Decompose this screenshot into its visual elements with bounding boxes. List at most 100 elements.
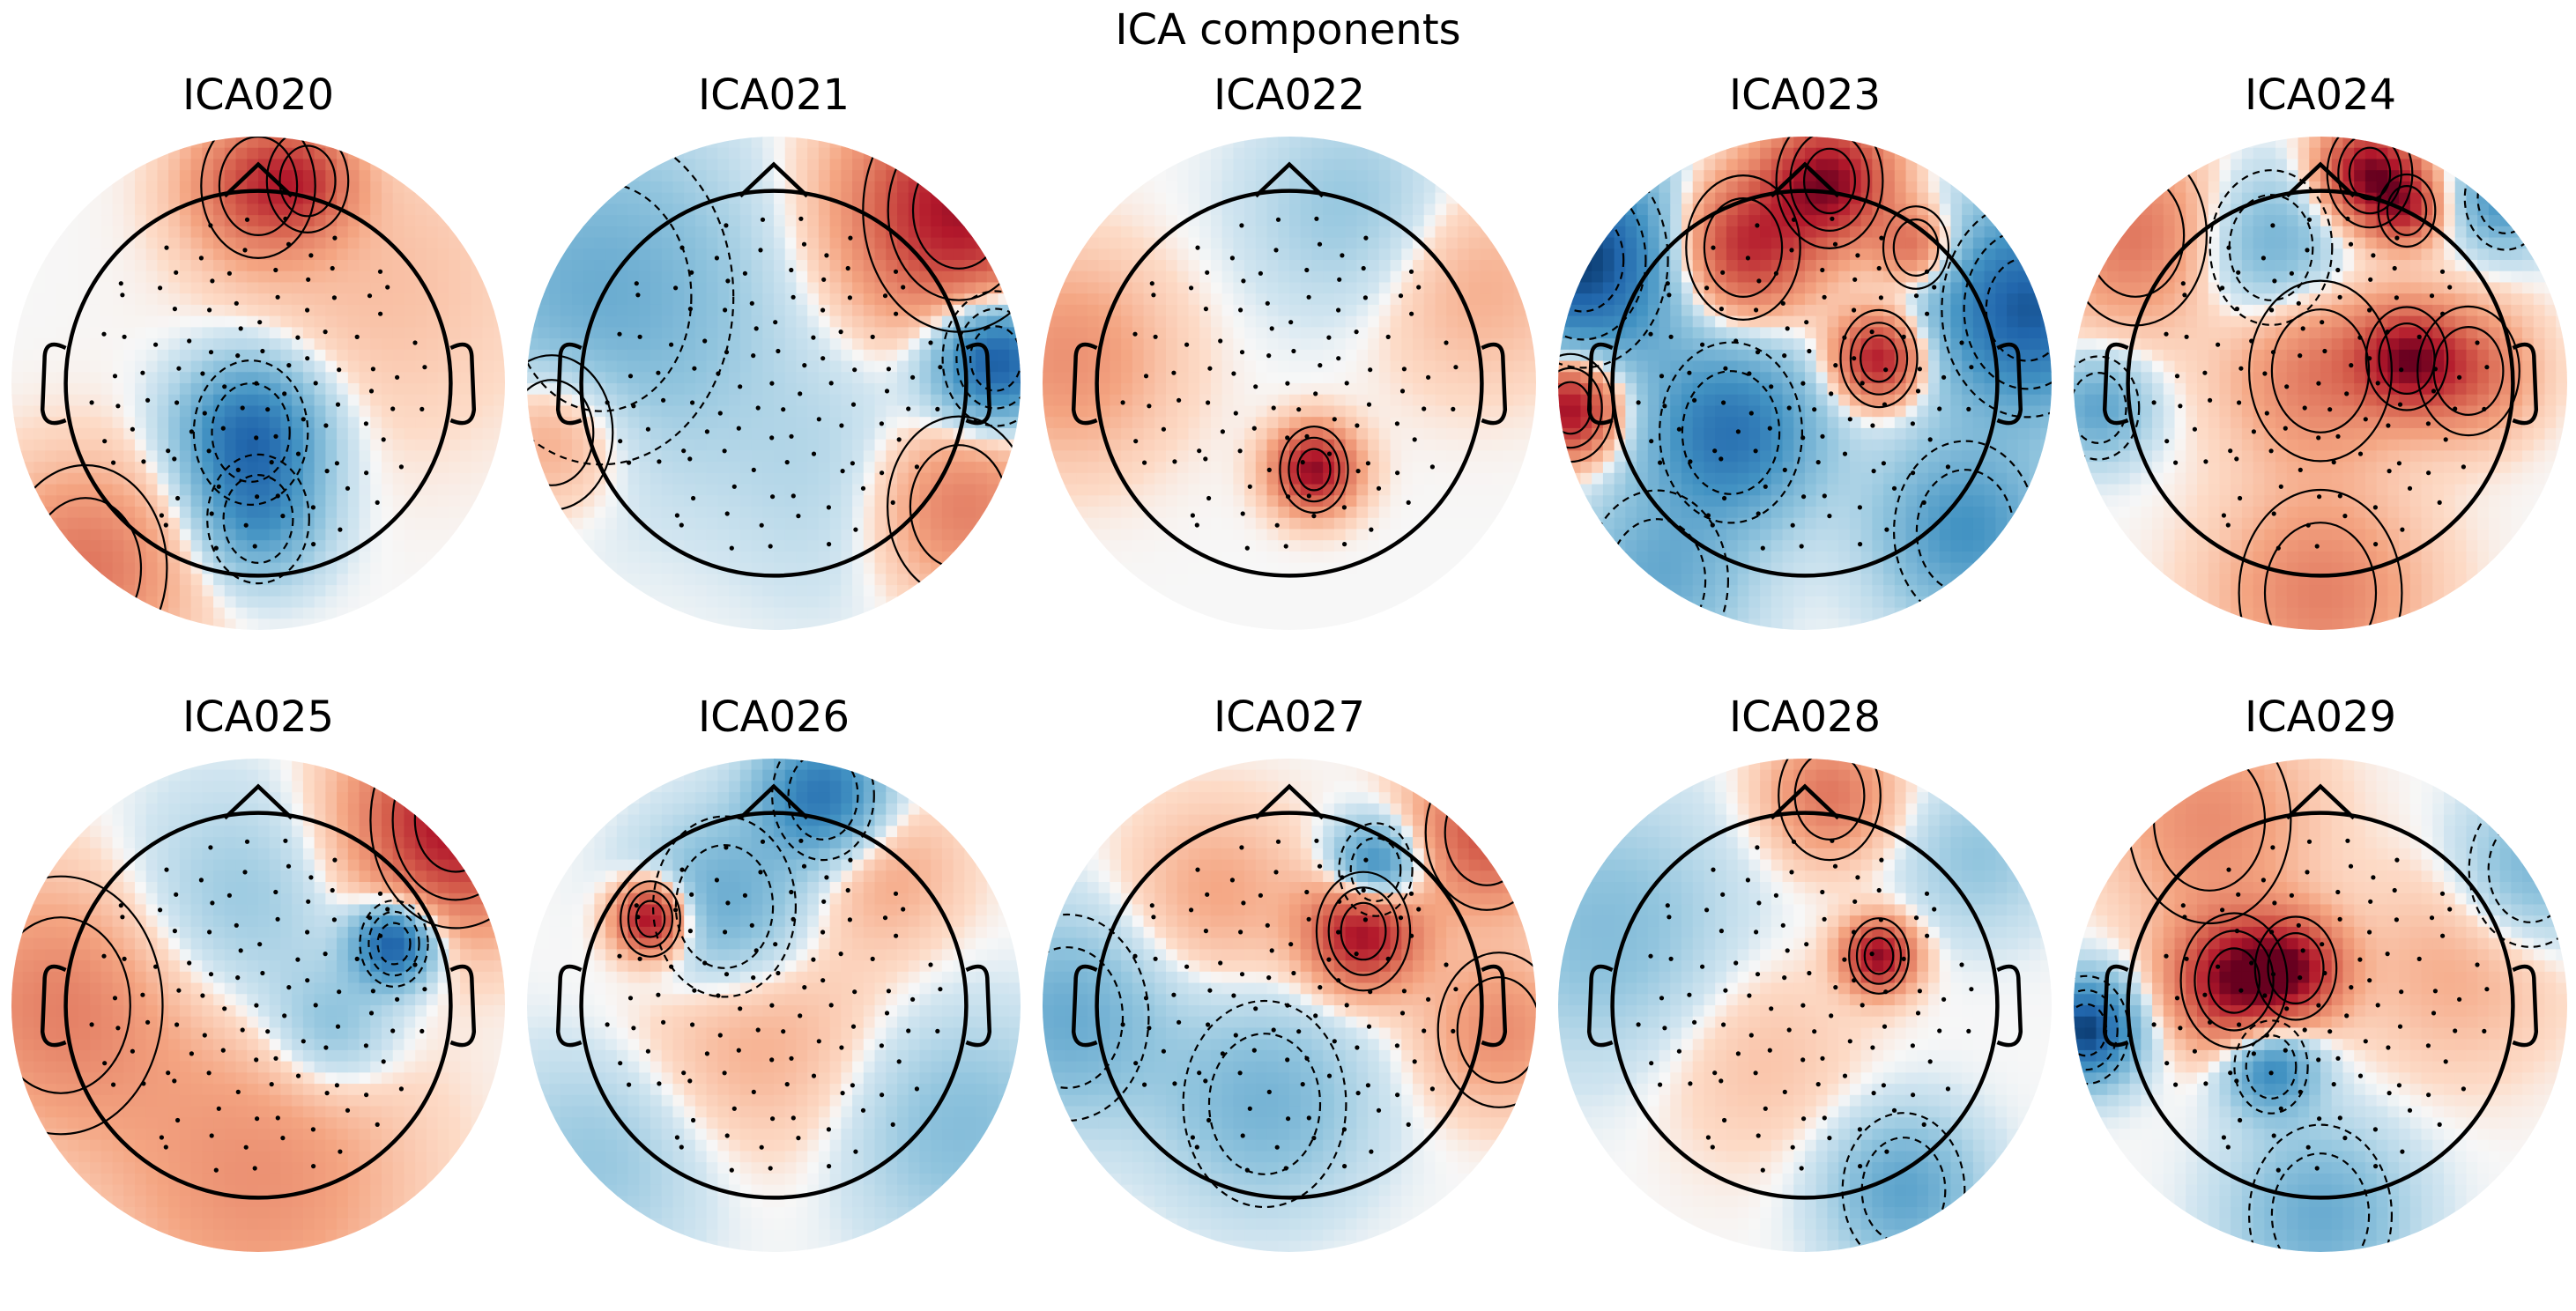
field-cell bbox=[538, 417, 551, 429]
field-cell bbox=[1188, 607, 1200, 620]
field-cell bbox=[190, 315, 204, 329]
field-cell bbox=[852, 270, 865, 284]
field-cell bbox=[460, 507, 472, 519]
field-cell bbox=[56, 439, 69, 452]
field-cell bbox=[1289, 315, 1302, 329]
field-cell bbox=[784, 450, 798, 463]
field-cell bbox=[1289, 237, 1302, 250]
field-cell bbox=[1311, 304, 1324, 317]
field-cell bbox=[426, 529, 439, 541]
field-cell bbox=[717, 427, 730, 441]
field-cell bbox=[841, 159, 853, 171]
field-cell bbox=[337, 372, 349, 384]
field-cell bbox=[45, 248, 57, 261]
field-cell bbox=[897, 327, 909, 339]
field-cell bbox=[258, 618, 271, 630]
field-cell bbox=[1244, 585, 1257, 597]
field-cell bbox=[818, 462, 831, 474]
field-cell bbox=[897, 585, 909, 597]
field-cell bbox=[135, 293, 147, 306]
field-cell bbox=[235, 417, 249, 429]
field-cell bbox=[1166, 181, 1178, 194]
field-cell bbox=[1221, 462, 1235, 474]
field-cell bbox=[829, 170, 843, 182]
sensor-dot bbox=[729, 545, 734, 551]
field-cell bbox=[1255, 394, 1268, 407]
sensor-dot bbox=[422, 365, 427, 370]
field-cell bbox=[247, 472, 259, 485]
field-cell bbox=[616, 204, 629, 216]
field-cell bbox=[135, 248, 147, 261]
field-cell bbox=[1345, 574, 1358, 586]
field-cell bbox=[123, 372, 136, 384]
field-cell bbox=[1043, 293, 1055, 306]
field-cell bbox=[1345, 427, 1358, 441]
field-cell bbox=[33, 327, 46, 339]
field-cell bbox=[359, 484, 372, 497]
field-cell bbox=[1413, 562, 1425, 575]
field-cell bbox=[807, 147, 820, 160]
field-cell bbox=[269, 405, 282, 418]
field-cell bbox=[494, 315, 505, 329]
field-cell bbox=[1053, 360, 1066, 374]
field-cell bbox=[1435, 237, 1447, 250]
sensor-dot bbox=[370, 367, 375, 372]
field-cell bbox=[818, 170, 831, 182]
field-cell bbox=[560, 327, 573, 339]
field-cell bbox=[616, 237, 629, 250]
field-cell bbox=[168, 439, 181, 452]
field-cell bbox=[1311, 170, 1324, 182]
sensor-dot bbox=[759, 522, 764, 528]
field-cell bbox=[796, 517, 808, 530]
field-cell bbox=[224, 204, 237, 216]
field-cell bbox=[1154, 540, 1167, 552]
field-cell bbox=[426, 360, 439, 374]
sensor-dot bbox=[345, 485, 351, 491]
field-cell bbox=[1435, 181, 1447, 194]
field-cell bbox=[314, 405, 327, 418]
field-cell bbox=[1009, 405, 1021, 418]
field-cell bbox=[886, 315, 898, 329]
field-cell bbox=[157, 282, 169, 294]
field-cell bbox=[190, 618, 204, 630]
field-cell bbox=[112, 338, 125, 351]
field-cell bbox=[235, 383, 249, 396]
field-cell bbox=[78, 192, 91, 205]
field-cell bbox=[941, 338, 954, 351]
field-cell bbox=[404, 450, 416, 463]
field-cell bbox=[908, 282, 921, 294]
field-cell bbox=[135, 215, 147, 227]
field-cell bbox=[1110, 405, 1122, 418]
field-cell bbox=[762, 484, 775, 497]
field-cell bbox=[202, 484, 214, 497]
field-cell bbox=[1233, 484, 1245, 497]
field-cell bbox=[1177, 192, 1190, 205]
field-cell bbox=[347, 270, 360, 284]
field-cell bbox=[1199, 517, 1212, 530]
sensor-dot bbox=[896, 437, 902, 442]
field-cell bbox=[415, 315, 427, 329]
field-cell bbox=[314, 618, 327, 630]
field-cell bbox=[460, 270, 472, 284]
field-cell bbox=[145, 204, 159, 216]
field-cell bbox=[931, 372, 943, 384]
field-cell bbox=[661, 315, 674, 329]
field-cell bbox=[426, 417, 439, 429]
field-cell bbox=[1457, 405, 1470, 418]
field-cell bbox=[471, 304, 484, 317]
field-cell bbox=[1345, 495, 1358, 507]
field-cell bbox=[1311, 159, 1324, 171]
field-cell bbox=[1065, 327, 1077, 339]
field-cell bbox=[774, 417, 786, 429]
field-cell bbox=[392, 417, 405, 429]
field-cell bbox=[1177, 349, 1190, 362]
field-cell bbox=[706, 484, 719, 497]
field-cell bbox=[213, 439, 226, 452]
field-cell bbox=[1132, 349, 1145, 362]
field-cell bbox=[302, 507, 316, 519]
field-cell bbox=[560, 517, 573, 530]
field-cell bbox=[1121, 192, 1133, 205]
field-cell bbox=[976, 507, 988, 519]
field-cell bbox=[269, 507, 282, 519]
field-cell bbox=[449, 248, 461, 261]
